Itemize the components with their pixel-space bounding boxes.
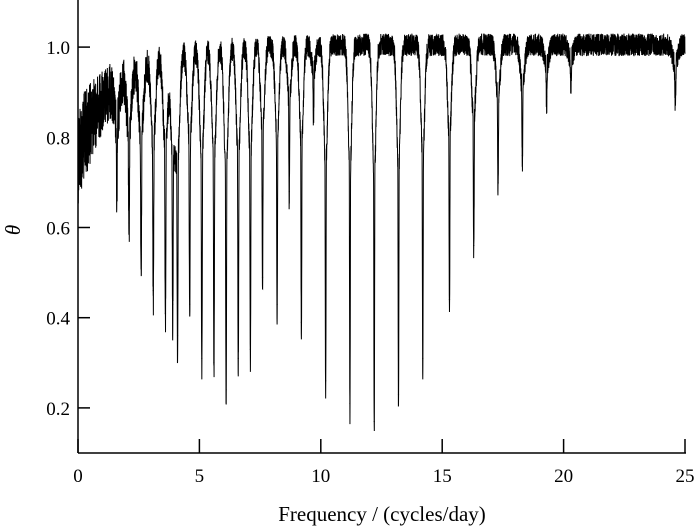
dip-minimum-point (237, 357, 239, 359)
theta-series-line (77, 33, 686, 431)
y-tick-label: 0.4 (46, 309, 70, 330)
y-tick-label: 0.6 (46, 219, 70, 240)
x-tick-label: 25 (676, 466, 695, 487)
dip-minimum-point (249, 348, 251, 350)
y-ticks: 0.2 0.4 0.6 0.8 1.0 (46, 38, 90, 420)
dip-minimum-point (140, 253, 142, 256)
dip-minimum-point (172, 303, 174, 305)
dip-minimum-point (116, 177, 118, 179)
dip-minimum-point (128, 222, 130, 224)
dip-minimum-point (570, 73, 572, 75)
x-ticks: 0 5 10 15 20 25 (73, 439, 695, 487)
dip-minimum-point (422, 357, 424, 359)
x-tick-label: 15 (433, 466, 452, 487)
y-tick-label: 0.2 (46, 399, 70, 420)
x-axis-title: Frequency / (cycles/day) (278, 502, 486, 526)
dip-minimum-point (521, 154, 523, 156)
x-tick-label: 5 (195, 466, 205, 487)
dip-minimum-point (201, 357, 203, 359)
dip-minimum-point (300, 321, 302, 323)
plot-area (77, 33, 686, 431)
dip-minimum-point (546, 96, 548, 98)
dip-minimum-point (164, 312, 167, 314)
dip-minimum-point (225, 389, 227, 391)
y-axis-title: θ (1, 225, 25, 235)
y-tick-label: 1.0 (46, 38, 70, 59)
dip-minimum-point (213, 362, 215, 364)
y-tick-label: 0.8 (46, 128, 70, 149)
dip-minimum-point (312, 109, 315, 111)
dip-minimum-point (448, 299, 451, 301)
dip-minimum-point (325, 380, 327, 382)
dip-minimum-point (261, 276, 264, 278)
dip-minimum-point (397, 393, 400, 395)
dip-minimum-point (288, 190, 290, 193)
dip-minimum-point (276, 303, 278, 305)
axes (77, 0, 686, 454)
dip-minimum-point (674, 91, 676, 93)
dip-minimum-point (189, 303, 191, 305)
dip-minimum-point (497, 181, 499, 183)
dip-minimum-point (349, 402, 351, 404)
x-tick-label: 20 (554, 466, 573, 487)
x-tick-label: 0 (73, 466, 83, 487)
x-tick-label: 10 (311, 466, 330, 487)
dip-minimum-point (152, 290, 154, 292)
dip-minimum-point (176, 335, 179, 337)
dip-minimum-point (473, 244, 475, 247)
dip-minimum-point (373, 420, 375, 423)
